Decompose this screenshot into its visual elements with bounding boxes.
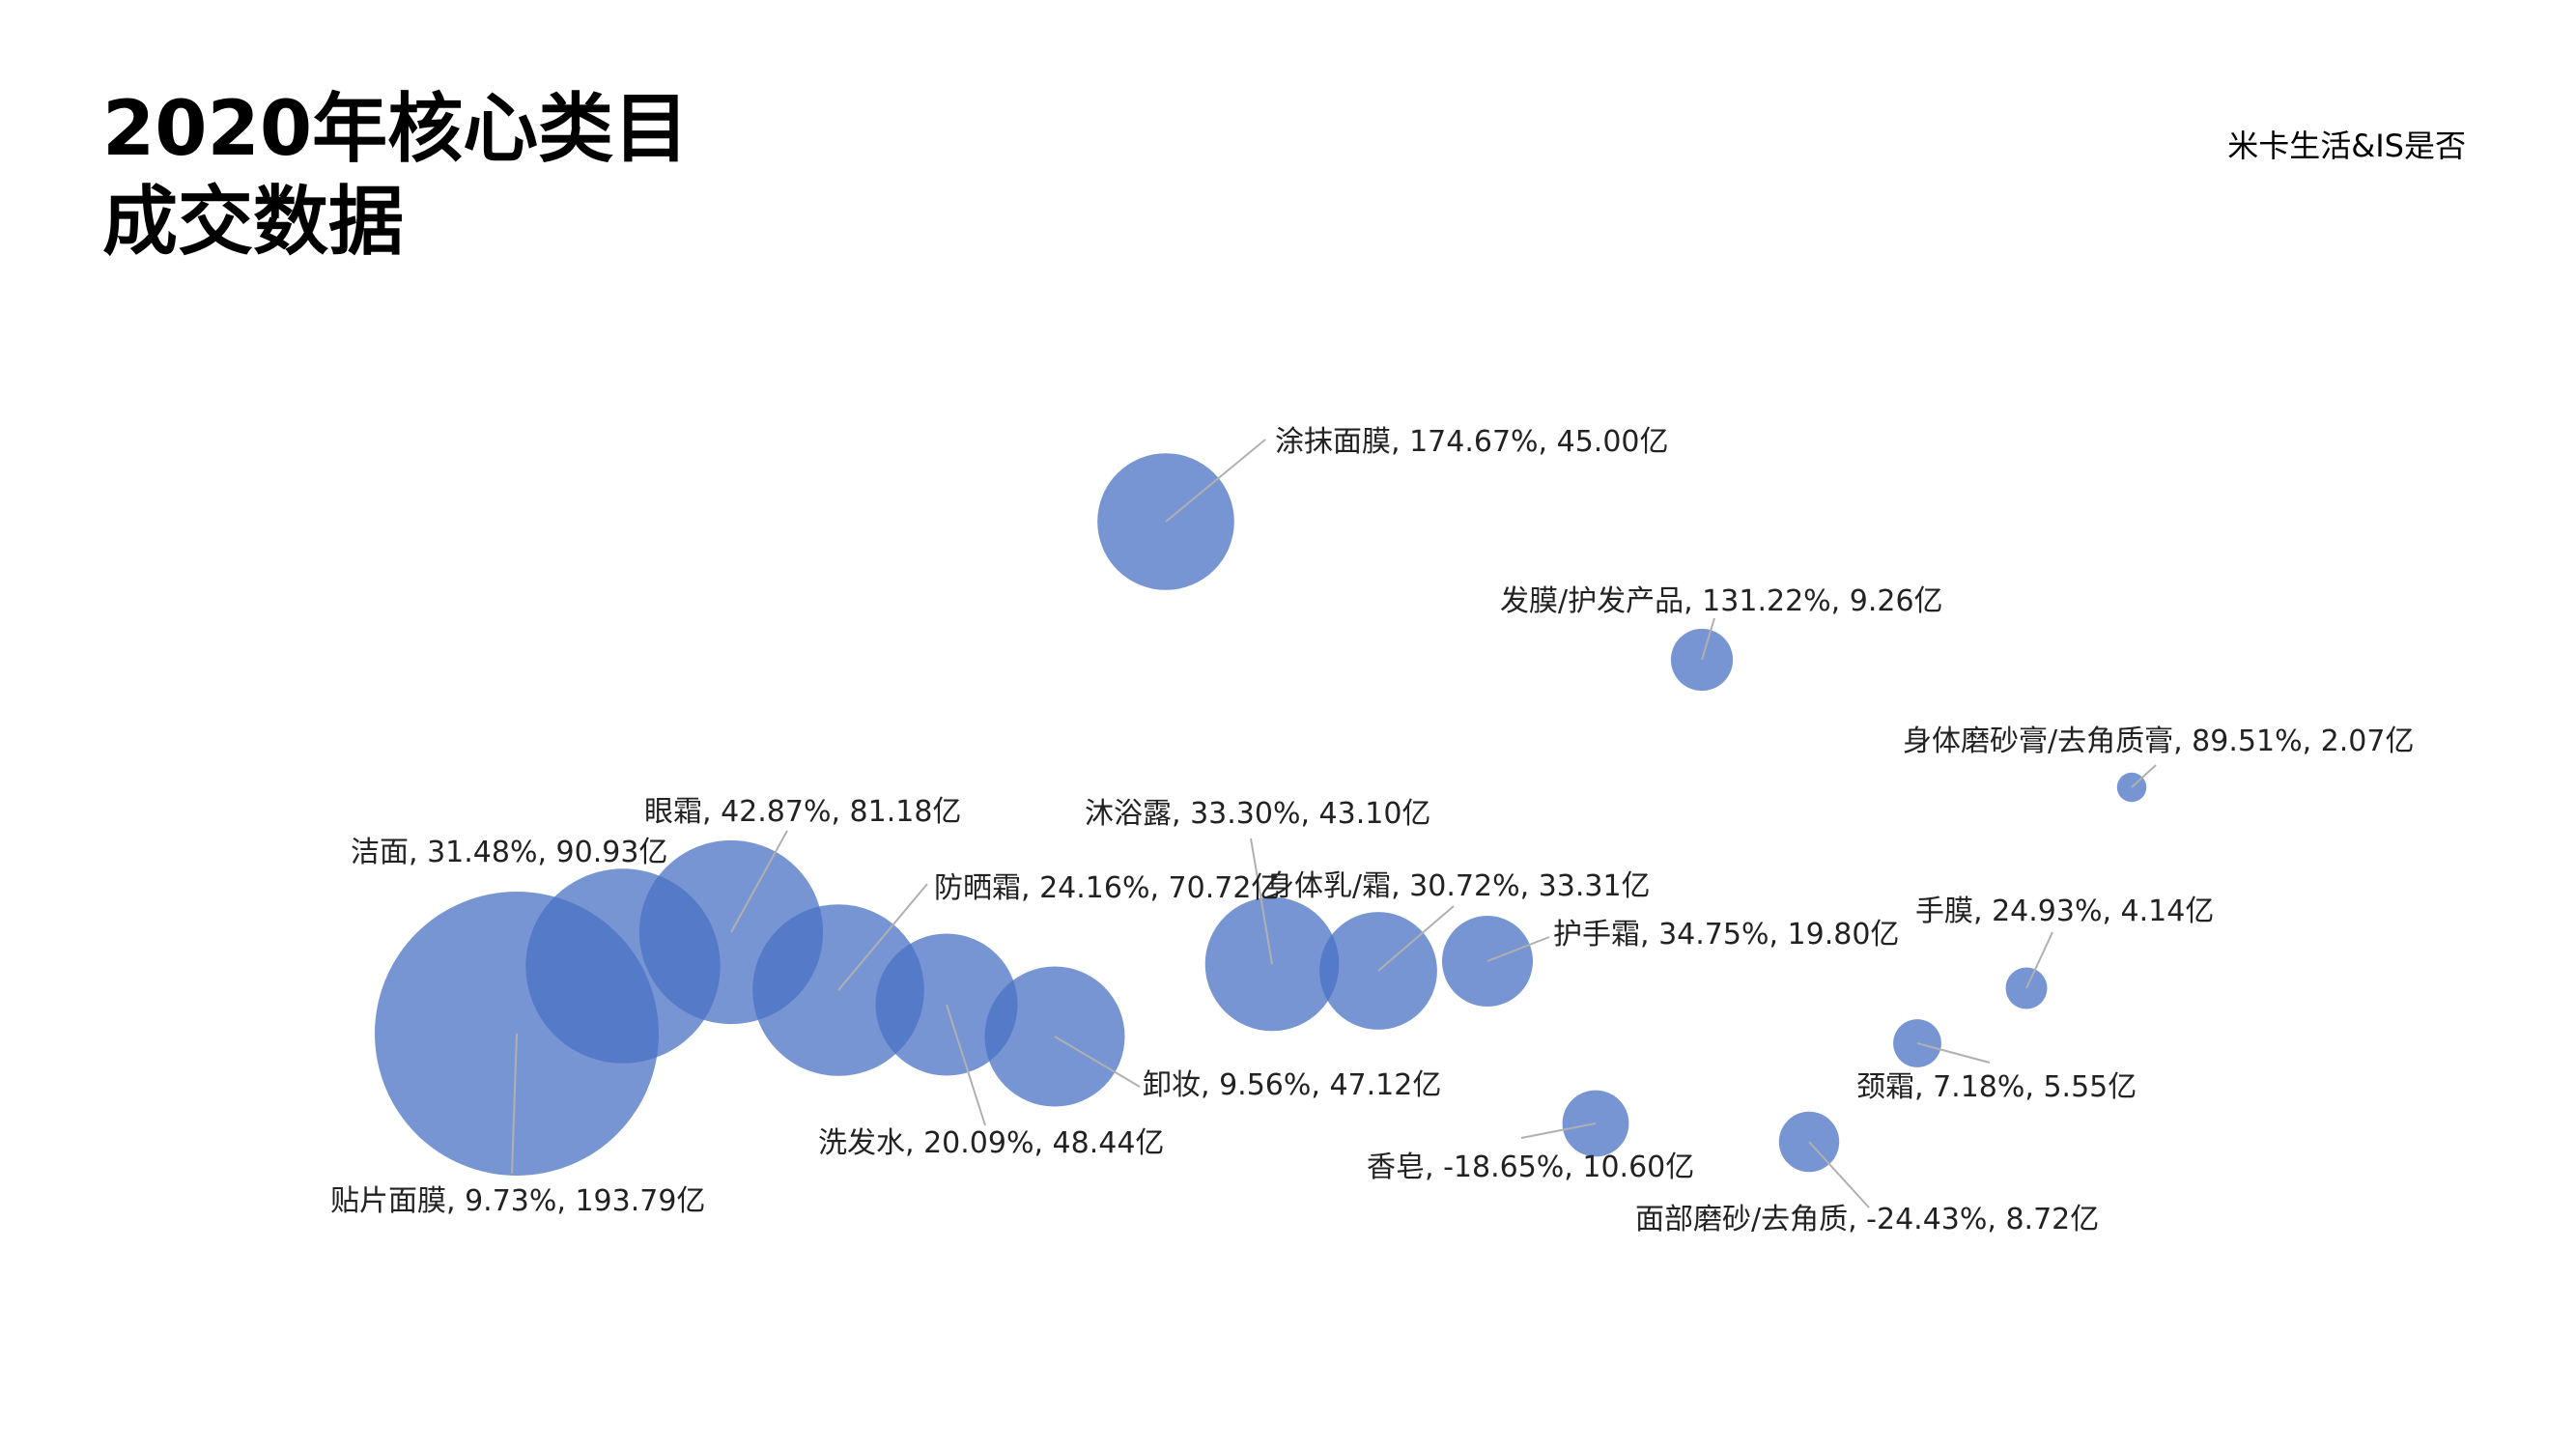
data-label-发膜-护发产品: 发膜/护发产品, 131.22%, 9.26亿: [1500, 584, 1943, 618]
data-label-身体磨砂膏-去角质膏: 身体磨砂膏/去角质膏, 89.51%, 2.07亿: [1903, 724, 2414, 758]
leader-line-发膜-护发产品: [1701, 617, 1715, 661]
leader-line-沐浴露: [1250, 838, 1273, 965]
leader-line-手膜: [2025, 931, 2053, 989]
data-label-颈霜: 颈霜, 7.18%, 5.55亿: [1856, 1070, 2137, 1104]
data-label-眼霜: 眼霜, 42.87%, 81.18亿: [644, 795, 961, 829]
data-label-卸妆: 卸妆, 9.56%, 47.12亿: [1143, 1068, 1441, 1102]
leader-line-洗发水: [946, 1004, 986, 1126]
leader-line-贴片面膜: [511, 1033, 518, 1175]
data-label-面部磨砂-去角质: 面部磨砂/去角质, -24.43%, 8.72亿: [1635, 1203, 2099, 1236]
leader-line-身体乳-霜: [1377, 905, 1455, 972]
leader-line-身体磨砂膏-去角质膏: [2131, 764, 2157, 788]
title-line-2: 成交数据: [102, 179, 405, 266]
title-line-1: 2020年核心类目: [102, 86, 690, 173]
data-label-贴片面膜: 贴片面膜, 9.73%, 193.79亿: [330, 1184, 705, 1218]
page-title: 2020年核心类目 成交数据: [102, 83, 689, 269]
leader-line-面部磨砂-去角质: [1808, 1141, 1870, 1208]
leader-line-卸妆: [1054, 1036, 1141, 1088]
data-label-洗发水: 洗发水, 20.09%, 48.44亿: [818, 1126, 1164, 1160]
leader-line-颈霜: [1916, 1042, 1991, 1064]
data-label-洁面: 洁面, 31.48%, 90.93亿: [351, 836, 667, 869]
data-label-香皂: 香皂, -18.65%, 10.60亿: [1367, 1151, 1694, 1184]
leader-line-防晒霜: [837, 883, 928, 991]
data-label-手膜: 手膜, 24.93%, 4.14亿: [1915, 895, 2214, 928]
leader-line-护手霜: [1486, 936, 1550, 962]
leader-line-香皂: [1520, 1122, 1597, 1139]
labels-layer: 贴片面膜, 9.73%, 193.79亿 洁面, 31.48%, 90.93亿 眼霜…: [330, 425, 2414, 1236]
source-credit: 米卡生活&IS是否: [2227, 128, 2466, 164]
data-label-防晒霜: 防晒霜, 24.16%, 70.72亿: [934, 871, 1280, 905]
leader-line-涂抹面膜: [1165, 439, 1266, 523]
data-label-沐浴露: 沐浴露, 33.30%, 43.10亿: [1085, 797, 1430, 831]
data-label-护手霜: 护手霜, 34.75%, 19.80亿: [1553, 918, 1899, 952]
leader-line-眼霜: [730, 830, 788, 933]
leader-lines-layer: [511, 439, 2157, 1208]
data-label-身体乳-霜: 身体乳/霜, 30.72%, 33.31亿: [1265, 869, 1651, 903]
data-label-涂抹面膜: 涂抹面膜, 174.67%, 45.00亿: [1275, 425, 1669, 459]
